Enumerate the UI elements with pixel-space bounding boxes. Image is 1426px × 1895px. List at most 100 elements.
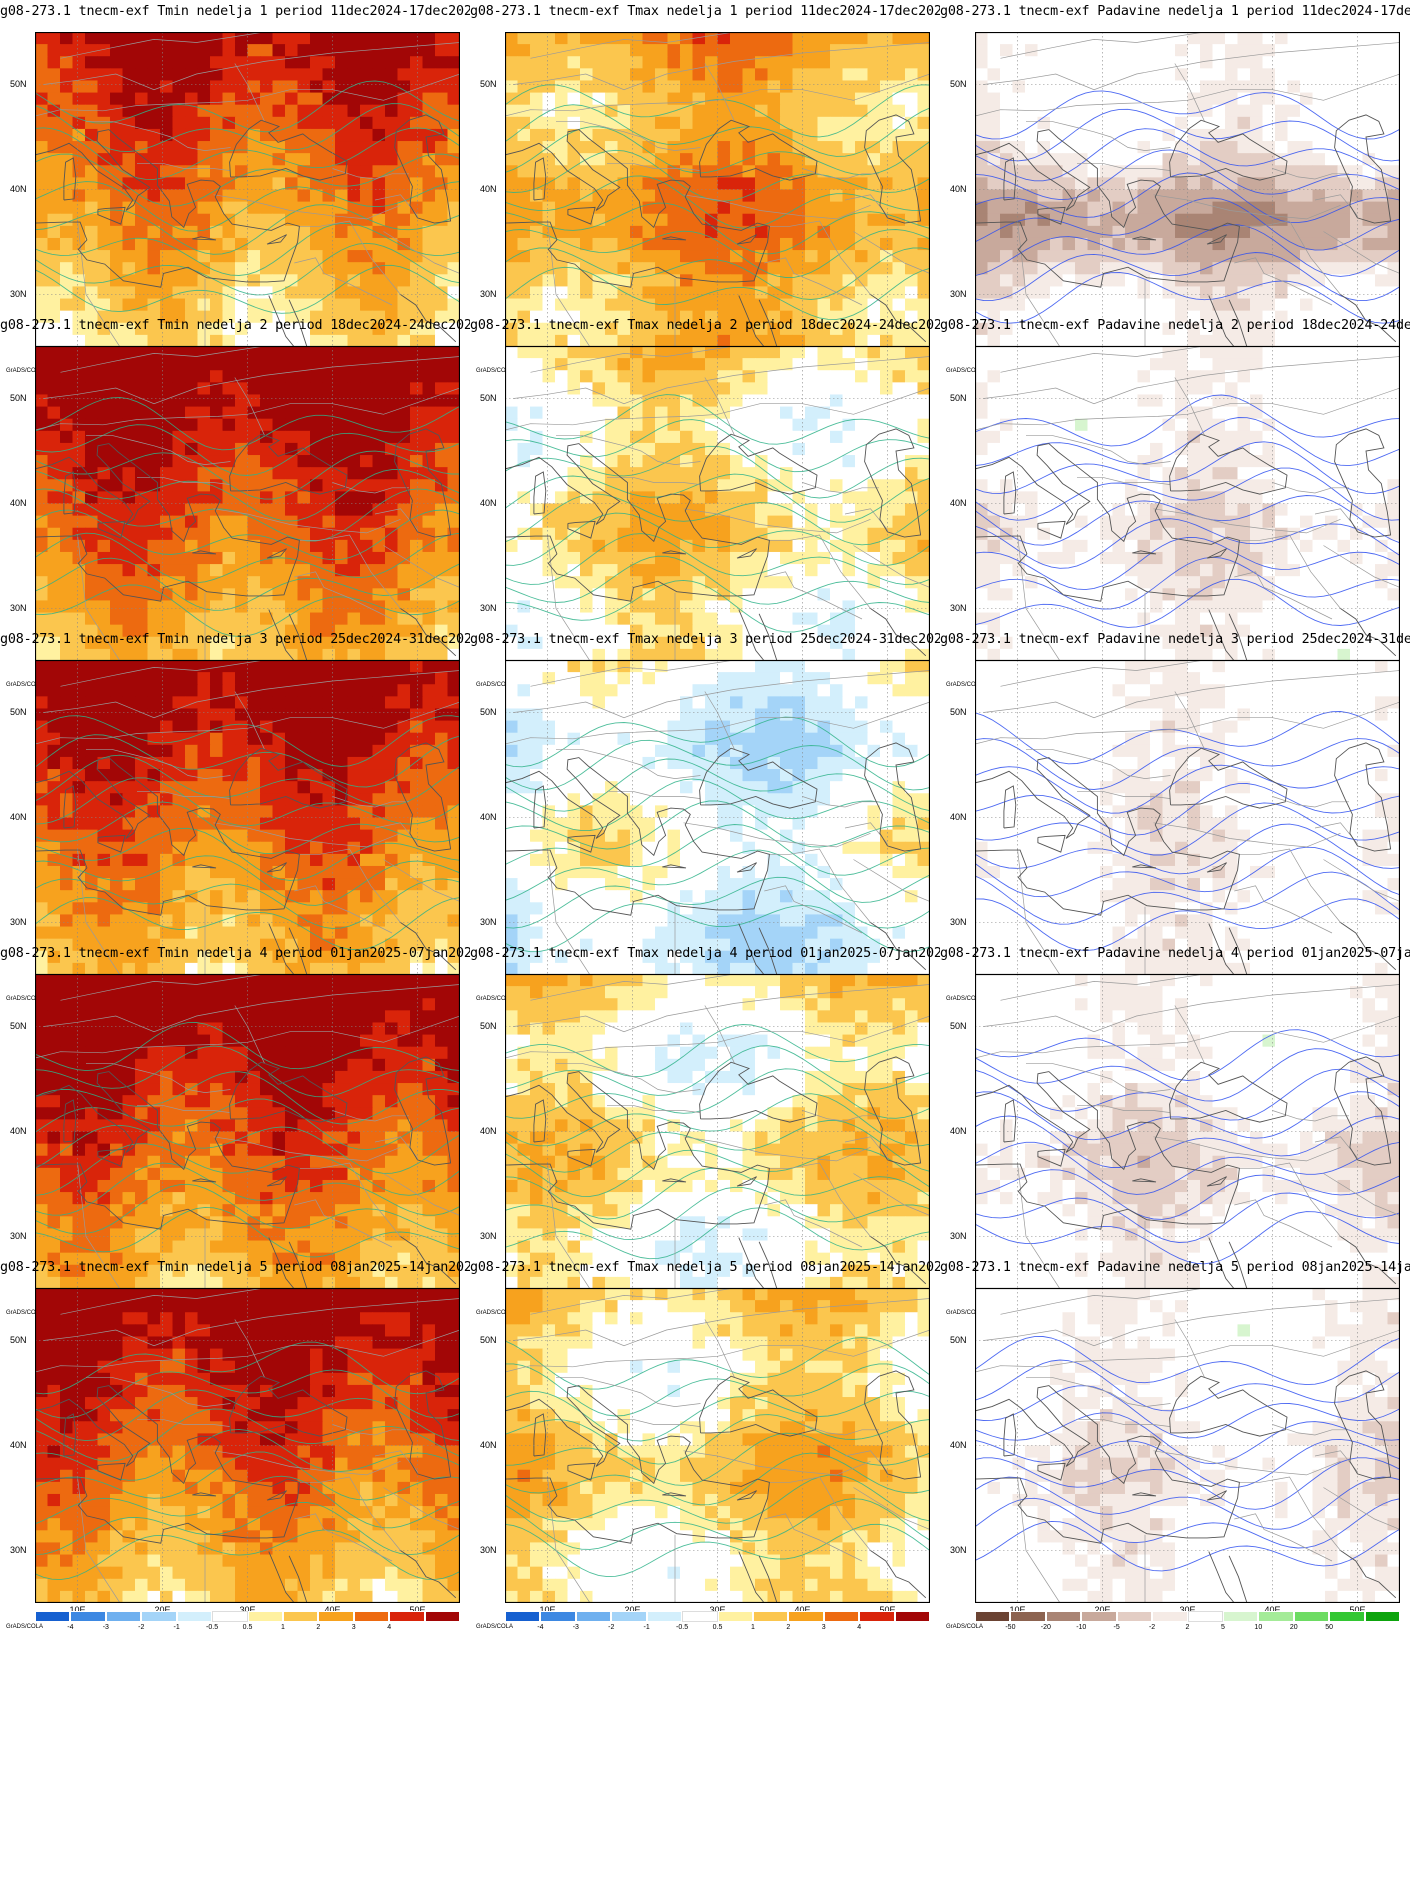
lat-label: 50N	[10, 706, 27, 717]
map-plot	[975, 1288, 1400, 1603]
map-plot	[35, 660, 460, 975]
colorbar-swatch	[752, 1611, 789, 1622]
lon-label: 20E	[154, 1605, 171, 1615]
colorbar-label: 10	[1254, 1624, 1263, 1631]
lat-label: 30N	[950, 1230, 967, 1241]
colorbar-swatch	[35, 1611, 71, 1622]
grads-credit: GrADS/COLA	[476, 368, 514, 374]
colorbar-swatch	[1116, 1611, 1153, 1622]
colorbar-swatch	[717, 1611, 753, 1622]
lat-label: 30N	[10, 1544, 27, 1555]
panel-title: g08-273.1 tnecm-exf Tmin nedelja 2 perio…	[0, 318, 470, 333]
map-plot	[35, 1288, 460, 1603]
grads-credit: GrADS/COLA	[476, 1624, 514, 1630]
map-plot	[505, 32, 930, 347]
colorbar-labels: -4 -3 -2 -1 -0.5 0.5 1 2 3 4	[35, 1624, 460, 1634]
colorbar-labels: -50 -20 -10 -5 -2 2 5 10 20 50	[975, 1624, 1400, 1634]
lat-label: 30N	[10, 916, 27, 927]
panel-title: g08-273.1 tnecm-exf Tmin nedelja 4 perio…	[0, 946, 470, 961]
panel-title: g08-273.1 tnecm-exf Tmax nedelja 5 perio…	[470, 1260, 940, 1275]
lat-label: 50N	[10, 392, 27, 403]
colorbar-swatch	[1222, 1611, 1259, 1622]
colorbar-swatch	[505, 1611, 541, 1622]
lat-label: 50N	[480, 78, 497, 89]
lon-label: 10E	[1009, 1605, 1026, 1615]
grads-credit: GrADS/COLA	[6, 1310, 44, 1316]
lon-label: 40E	[1264, 1605, 1281, 1615]
map-panel-tmin: g08-273.1 tnecm-exf Tmin nedelja 1 perio…	[0, 4, 470, 382]
colorbar-label: 50	[1325, 1624, 1334, 1631]
map-plot	[975, 660, 1400, 975]
lat-label: 30N	[950, 602, 967, 613]
colorbar-swatch	[823, 1611, 860, 1622]
colorbar-label: -4	[537, 1624, 544, 1631]
panel-title: g08-273.1 tnecm-exf Tmax nedelja 1 perio…	[470, 4, 940, 19]
panel-title: g08-273.1 tnecm-exf Tmin nedelja 5 perio…	[0, 1260, 470, 1275]
lat-label: 50N	[480, 706, 497, 717]
colorbar-swatch	[1187, 1611, 1223, 1622]
panel-title: g08-273.1 tnecm-exf Tmin nedelja 3 perio…	[0, 632, 470, 647]
colorbar-swatch	[1010, 1611, 1046, 1622]
lat-label: 50N	[10, 78, 27, 89]
lat-label: 30N	[480, 288, 497, 299]
lat-label: 50N	[950, 392, 967, 403]
grads-credit: GrADS/COLA	[476, 1310, 514, 1316]
lat-label: 30N	[10, 288, 27, 299]
colorbar-label: 2	[1185, 1624, 1190, 1631]
colorbar-label: -3	[572, 1624, 579, 1631]
lat-label: 40N	[480, 497, 497, 508]
colorbar-swatch	[540, 1611, 576, 1622]
lon-label: 40E	[324, 1605, 341, 1615]
colorbar-label: 4	[857, 1624, 862, 1631]
colorbar-label: -50	[1005, 1624, 1016, 1631]
map-plot	[505, 974, 930, 1289]
colorbar-label: -2	[138, 1624, 145, 1631]
colorbar-swatch	[424, 1611, 461, 1622]
colorbar-swatch	[1258, 1611, 1294, 1622]
colorbar-label: 0.5	[712, 1624, 723, 1631]
lat-label: 40N	[950, 183, 967, 194]
colorbar-label: 5	[1220, 1624, 1225, 1631]
colorbar-swatch	[105, 1611, 142, 1622]
colorbar-label: 2	[316, 1624, 321, 1631]
lat-label: 40N	[950, 1439, 967, 1450]
panel-title: g08-273.1 tnecm-exf Tmax nedelja 3 perio…	[470, 632, 940, 647]
map-plot	[35, 974, 460, 1289]
grads-credit: GrADS/COLA	[476, 996, 514, 1002]
lat-label: 40N	[480, 1439, 497, 1450]
colorbar-label: -10	[1076, 1624, 1087, 1631]
lat-label: 40N	[10, 811, 27, 822]
colorbar-swatch	[282, 1611, 319, 1622]
lon-label: 30E	[1179, 1605, 1196, 1615]
colorbar-swatch	[318, 1611, 354, 1622]
lat-label: 40N	[950, 811, 967, 822]
lat-label: 40N	[950, 1125, 967, 1136]
lat-label: 50N	[950, 1020, 967, 1031]
lon-label: 50E	[409, 1605, 426, 1615]
colorbar-swatch	[975, 1611, 1011, 1622]
colorbar-swatch	[141, 1611, 177, 1622]
panel-title: g08-273.1 tnecm-exf Padavine nedelja 5 p…	[940, 1260, 1410, 1275]
colorbar-label: -1	[173, 1624, 180, 1631]
colorbar-swatch	[682, 1611, 718, 1622]
lat-label: 40N	[10, 497, 27, 508]
map-plot	[505, 660, 930, 975]
lat-label: 50N	[950, 1334, 967, 1345]
lat-label: 40N	[10, 1439, 27, 1450]
lat-label: 30N	[10, 1230, 27, 1241]
lat-label: 30N	[950, 288, 967, 299]
colorbar-swatch	[1364, 1611, 1401, 1622]
map-panel-tmax: g08-273.1 tnecm-exf Tmax nedelja 4 perio…	[470, 946, 940, 1324]
lon-label: 20E	[624, 1605, 641, 1615]
panel-title: g08-273.1 tnecm-exf Tmax nedelja 4 perio…	[470, 946, 940, 961]
colorbar-label: 2	[786, 1624, 791, 1631]
lon-label: 40E	[794, 1605, 811, 1615]
lat-label: 40N	[950, 497, 967, 508]
colorbar-swatch	[1045, 1611, 1082, 1622]
colorbar	[505, 1611, 931, 1622]
lon-label: 30E	[239, 1605, 256, 1615]
map-panel-tmin: g08-273.1 tnecm-exf Tmin nedelja 5 perio…	[0, 1260, 470, 1638]
panel-title: g08-273.1 tnecm-exf Padavine nedelja 1 p…	[940, 4, 1410, 19]
lon-label: 20E	[1094, 1605, 1111, 1615]
lat-label: 50N	[480, 1334, 497, 1345]
